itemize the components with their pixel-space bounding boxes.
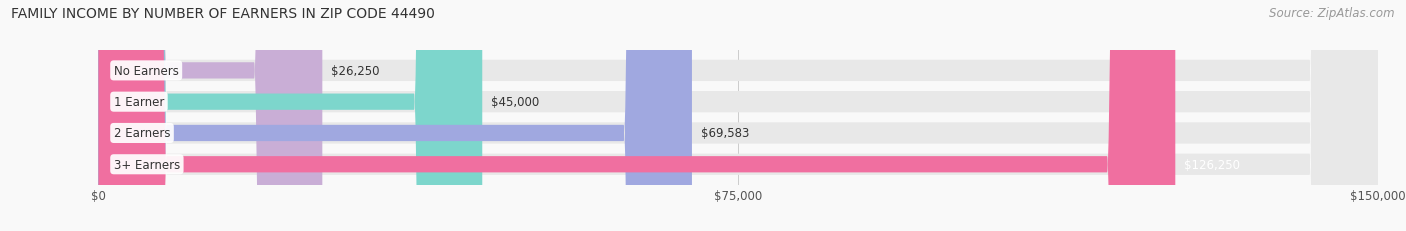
Text: $45,000: $45,000 <box>491 96 540 109</box>
FancyBboxPatch shape <box>98 0 322 231</box>
FancyBboxPatch shape <box>98 0 692 231</box>
FancyBboxPatch shape <box>98 0 1378 231</box>
Text: $126,250: $126,250 <box>1184 158 1240 171</box>
Text: 2 Earners: 2 Earners <box>114 127 170 140</box>
Text: 3+ Earners: 3+ Earners <box>114 158 180 171</box>
Text: 1 Earner: 1 Earner <box>114 96 165 109</box>
FancyBboxPatch shape <box>98 0 1378 231</box>
Text: $26,250: $26,250 <box>332 65 380 78</box>
Text: $69,583: $69,583 <box>702 127 749 140</box>
Text: Source: ZipAtlas.com: Source: ZipAtlas.com <box>1270 7 1395 20</box>
FancyBboxPatch shape <box>98 0 1175 231</box>
Text: No Earners: No Earners <box>114 65 179 78</box>
FancyBboxPatch shape <box>98 0 482 231</box>
Text: FAMILY INCOME BY NUMBER OF EARNERS IN ZIP CODE 44490: FAMILY INCOME BY NUMBER OF EARNERS IN ZI… <box>11 7 434 21</box>
FancyBboxPatch shape <box>98 0 1378 231</box>
FancyBboxPatch shape <box>98 0 1378 231</box>
